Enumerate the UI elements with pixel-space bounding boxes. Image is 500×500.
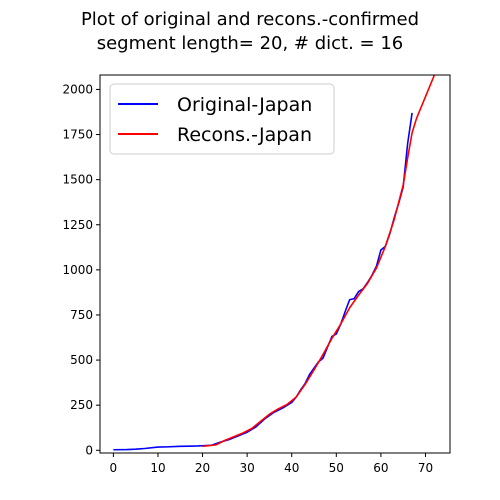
y-tick-label: 1250 — [62, 218, 93, 232]
plot-frame — [99, 74, 451, 454]
y-tick-label: 750 — [70, 308, 93, 322]
series-layer — [113, 75, 436, 451]
x-axis: 0 10 20 30 40 50 60 70 — [110, 453, 433, 475]
x-tick-label: 60 — [373, 461, 388, 475]
y-tick-label: 1000 — [62, 263, 93, 277]
x-tick-label: 30 — [239, 461, 254, 475]
y-tick-label: 2000 — [62, 82, 93, 96]
x-tick-label: 10 — [150, 461, 165, 475]
legend-frame — [109, 83, 335, 155]
y-axis: 0 250 500 750 1000 1250 1500 1750 2000 — [62, 82, 100, 457]
x-tick-label: 20 — [195, 461, 210, 475]
chart-title-line-2: segment length= 20, # dict. = 16 — [97, 33, 404, 54]
legend-label-original: Original-Japan — [177, 94, 312, 116]
legend: Original-Japan Recons.-Japan — [109, 83, 335, 155]
y-tick-label: 1750 — [62, 128, 93, 142]
x-tick-label: 70 — [418, 461, 433, 475]
x-tick-label: 50 — [329, 461, 344, 475]
chart-title-line-1: Plot of original and recons.-confirmed — [81, 9, 419, 30]
y-tick-label: 1500 — [62, 173, 93, 187]
series-line-recons — [202, 75, 436, 448]
y-tick-label: 0 — [85, 443, 93, 457]
x-tick-label: 40 — [284, 461, 299, 475]
y-tick-label: 250 — [70, 398, 93, 412]
y-tick-label: 500 — [70, 353, 93, 367]
legend-label-recons: Recons.-Japan — [177, 124, 312, 146]
series-line-original — [113, 112, 413, 451]
x-tick-label: 0 — [110, 461, 118, 475]
